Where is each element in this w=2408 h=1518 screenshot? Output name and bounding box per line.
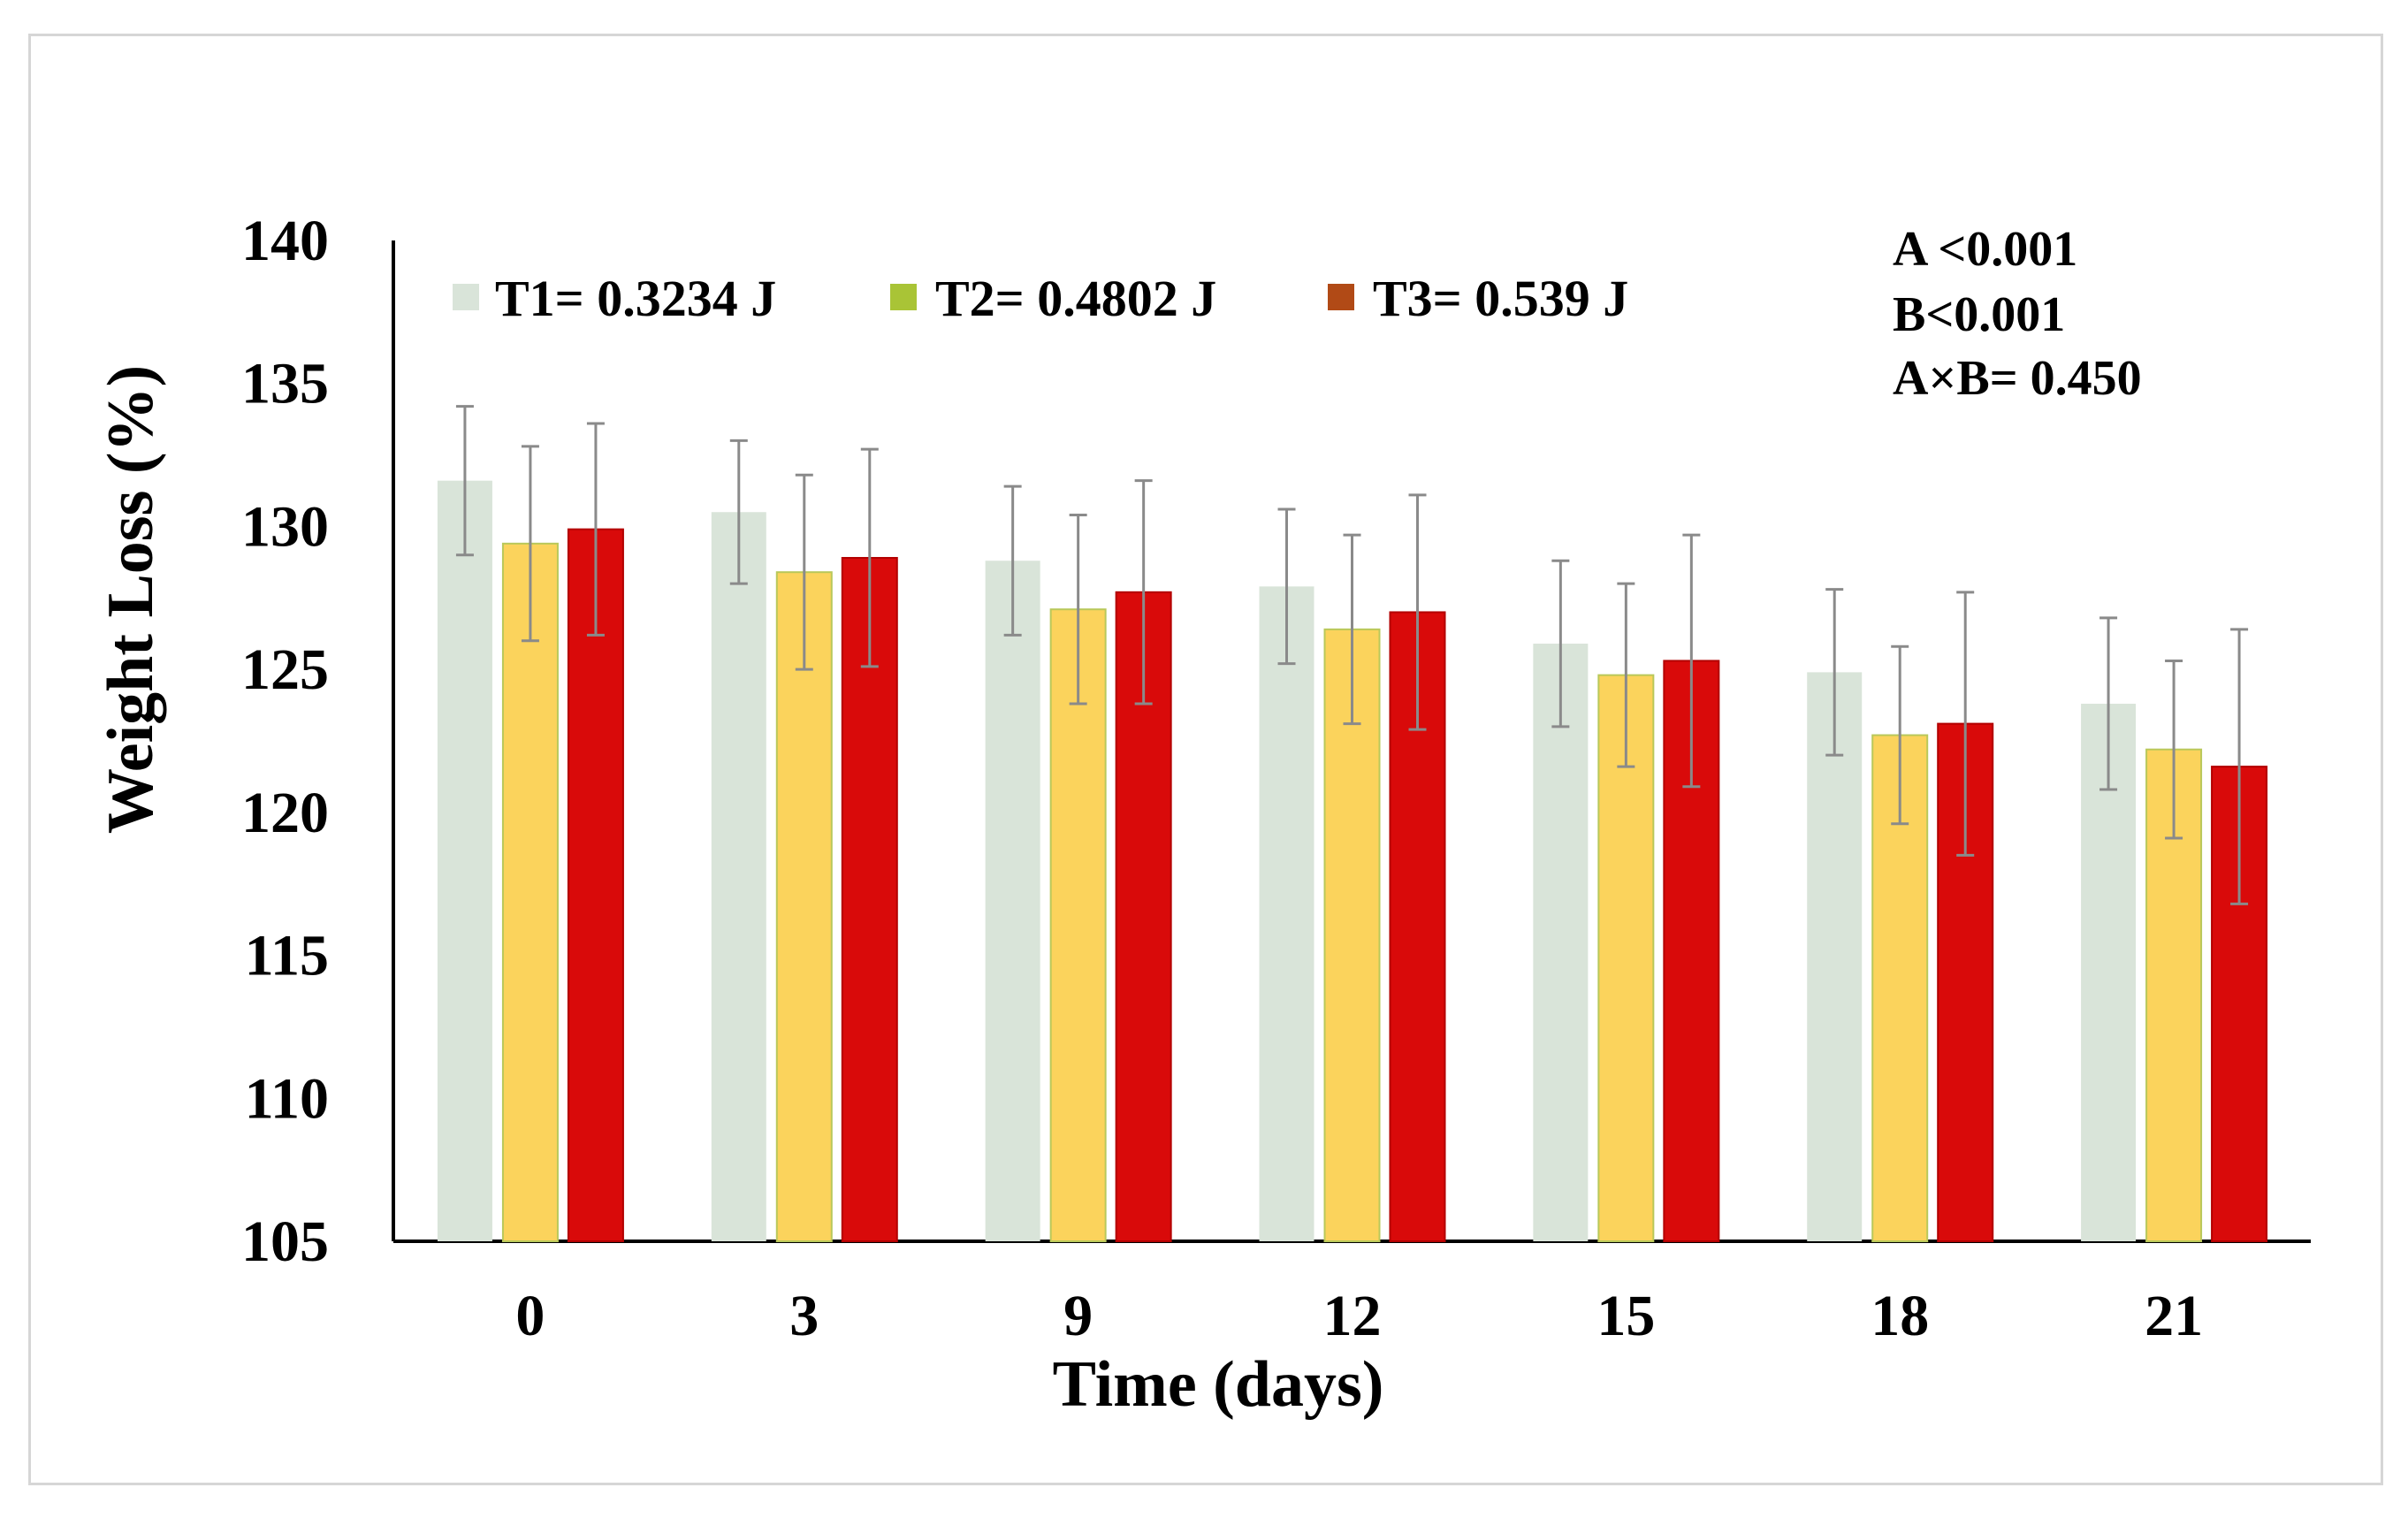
bars-group bbox=[437, 480, 2268, 1242]
y-tick-label-115: 115 bbox=[245, 924, 329, 988]
error-bar-t2-day-21 bbox=[2165, 659, 2183, 840]
x-axis-ticks: 0 3 9 12 15 18 21 bbox=[515, 1284, 2203, 1348]
error-bar-t1-day-15 bbox=[1551, 559, 1570, 728]
error-bar-t1-day-12 bbox=[1277, 507, 1296, 666]
legend-swatch-t2 bbox=[890, 284, 917, 310]
x-tick-label-15: 15 bbox=[1596, 1284, 1655, 1348]
y-axis-ticks: 105 110 115 120 125 130 135 140 bbox=[241, 209, 329, 1274]
error-bar-t3-day-18 bbox=[1956, 591, 1975, 857]
y-axis-title: Weight Loss (%) bbox=[95, 365, 167, 834]
error-bar-t2-day-3 bbox=[795, 473, 813, 671]
bar-t2-day-0 bbox=[501, 542, 559, 1242]
annotation-b: B<0.001 bbox=[1893, 287, 2065, 342]
bar-t2-day-3 bbox=[775, 571, 833, 1242]
error-bar-t1-day-21 bbox=[2099, 616, 2118, 791]
bar-t3-day-3 bbox=[841, 557, 898, 1242]
error-bar-t3-day-0 bbox=[586, 422, 605, 637]
annotation-axb: A×B= 0.450 bbox=[1893, 351, 2142, 406]
error-bar-t3-day-9 bbox=[1134, 479, 1153, 706]
x-tick-label-18: 18 bbox=[1871, 1284, 1929, 1348]
y-tick-label-130: 130 bbox=[241, 494, 329, 559]
bar-t1-day-0 bbox=[437, 480, 492, 1241]
error-bar-t1-day-3 bbox=[729, 439, 748, 585]
error-bars-group bbox=[455, 405, 2249, 905]
y-tick-label-120: 120 bbox=[241, 781, 329, 845]
error-bar-t3-day-12 bbox=[1408, 493, 1427, 731]
y-tick-label-105: 105 bbox=[241, 1209, 329, 1274]
error-bar-t2-day-18 bbox=[1891, 645, 1909, 826]
legend-swatch-t3 bbox=[1328, 284, 1354, 310]
error-bar-t1-day-9 bbox=[1003, 484, 1022, 637]
x-axis-title: Time (days) bbox=[1053, 1348, 1384, 1421]
y-tick-label-125: 125 bbox=[241, 637, 329, 702]
legend-label-t3: T3= 0.539 J bbox=[1373, 270, 1628, 327]
bar-t2-day-12 bbox=[1323, 628, 1381, 1242]
bar-t1-day-9 bbox=[985, 561, 1040, 1241]
error-bar-t2-day-0 bbox=[521, 445, 539, 643]
error-bar-t3-day-21 bbox=[2230, 628, 2249, 905]
stats-annotation: A <0.001 B<0.001 A×B= 0.450 bbox=[1893, 222, 2142, 406]
x-tick-label-9: 9 bbox=[1063, 1284, 1093, 1348]
legend: T1= 0.3234 J T2= 0.4802 J T3= 0.539 J bbox=[453, 270, 1628, 327]
error-bar-t3-day-3 bbox=[860, 447, 879, 668]
x-tick-label-21: 21 bbox=[2145, 1284, 2203, 1348]
legend-swatch-t1 bbox=[453, 284, 479, 310]
annotation-a: A <0.001 bbox=[1893, 222, 2077, 277]
y-tick-label-135: 135 bbox=[241, 352, 329, 416]
x-tick-label-0: 0 bbox=[515, 1284, 545, 1348]
error-bar-t2-day-15 bbox=[1617, 582, 1635, 768]
bar-t2-day-15 bbox=[1597, 674, 1655, 1242]
x-tick-label-12: 12 bbox=[1323, 1284, 1382, 1348]
bar-t1-day-18 bbox=[1807, 672, 1863, 1241]
bar-t1-day-21 bbox=[2081, 703, 2137, 1241]
y-tick-label-140: 140 bbox=[241, 209, 329, 273]
legend-label-t1: T1= 0.3234 J bbox=[495, 270, 776, 327]
bar-t1-day-3 bbox=[711, 512, 766, 1241]
legend-label-t2: T2= 0.4802 J bbox=[935, 270, 1216, 327]
error-bar-t2-day-12 bbox=[1343, 533, 1361, 726]
error-bar-t1-day-18 bbox=[1825, 588, 1844, 757]
y-tick-label-110: 110 bbox=[245, 1066, 329, 1131]
bar-t1-day-12 bbox=[1259, 586, 1314, 1241]
x-tick-label-3: 3 bbox=[789, 1284, 819, 1348]
error-bar-t1-day-0 bbox=[455, 405, 474, 557]
error-bar-t3-day-15 bbox=[1682, 533, 1701, 789]
error-bar-t2-day-9 bbox=[1069, 513, 1087, 706]
bar-t1-day-15 bbox=[1533, 644, 1589, 1241]
